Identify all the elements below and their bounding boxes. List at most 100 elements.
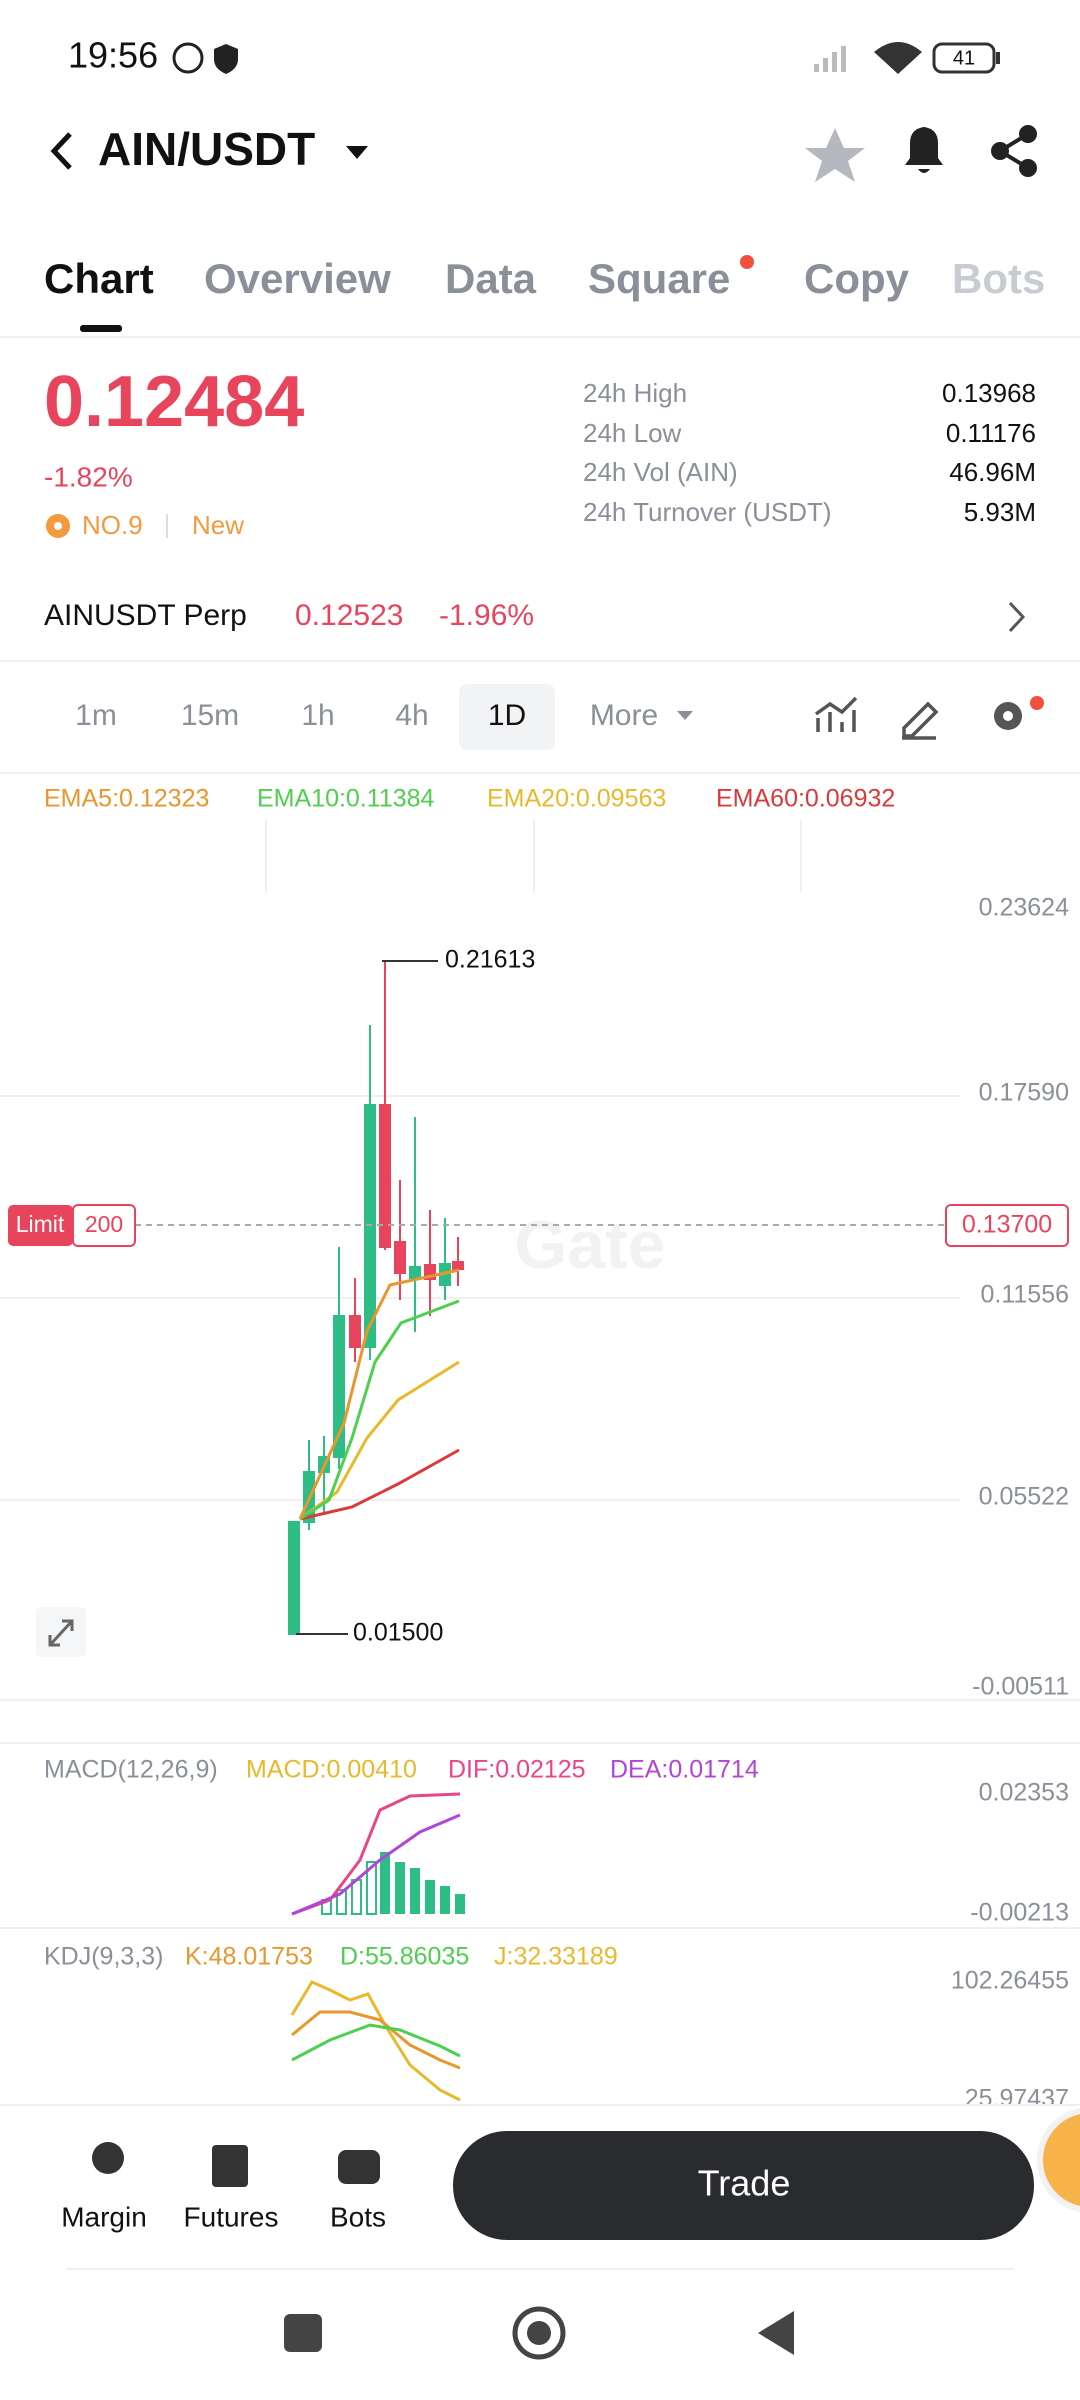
tab[interactable]: Copy [804,255,910,302]
pair-title[interactable]: AIN/USDT [98,123,315,175]
shield-icon [214,44,238,74]
stat-value: 5.93M [964,497,1036,527]
macd-item: DIF:0.02125 [448,1756,586,1784]
perp-arrow[interactable] [1008,601,1026,633]
trade-button[interactable] [453,2131,1034,2240]
limit-quantity-box[interactable] [72,1204,136,1247]
stat-value: 0.11176 [946,418,1036,448]
limit-label[interactable]: Limit [16,1211,65,1237]
nav-label[interactable]: Margin [61,2201,147,2232]
whatsapp-icon [172,42,204,74]
stat-label: 24h High [583,378,687,408]
home-button[interactable] [512,2306,566,2360]
macd-item: DEA:0.01714 [610,1756,759,1784]
more-dropdown[interactable] [677,711,693,720]
limit-badge[interactable] [8,1205,73,1246]
pair-dropdown[interactable] [346,146,368,159]
tab[interactable]: Overview [204,255,391,302]
futures-icon[interactable] [212,2145,248,2187]
perp-change[interactable]: -1.96% [439,599,534,632]
tab-indicator [80,325,122,332]
ema-label: EMA60:0.06932 [716,785,895,813]
last-price: 0.12484 [44,362,304,442]
battery-tip [996,52,1000,64]
stat-label: 24h Vol (AIN) [583,457,738,487]
interval[interactable]: 1D [488,699,526,732]
price-axis-label: 0.11556 [980,1281,1069,1309]
ema-label: EMA20:0.09563 [487,785,666,813]
indicator-button[interactable] [814,696,858,732]
macd-axis-label: 0.02353 [979,1779,1069,1807]
divider [0,1927,1080,1929]
interval[interactable]: 4h [395,699,428,732]
stat-label: 24h Turnover (USDT) [583,497,832,527]
divider [0,336,1080,338]
favorite-button[interactable] [805,128,865,182]
divider [0,2104,1080,2106]
battery-level: 41 [953,47,975,69]
kdj-axis-label: 102.26455 [951,1967,1069,1995]
limit-quantity[interactable]: 200 [85,1211,123,1237]
stat-value: 0.13968 [942,378,1036,408]
wifi-icon [874,42,922,74]
high-annotation: 0.21613 [445,946,535,974]
rank: NO.9 [82,510,143,540]
j-line [290,1980,461,2102]
new-tag: New [192,510,244,540]
ema-label: EMA5:0.12323 [44,785,209,813]
tab[interactable]: Data [445,255,537,302]
price-axis-label: 0.17590 [979,1079,1069,1107]
price-axis-label: 0.05522 [979,1483,1069,1511]
interval[interactable]: 1h [301,699,334,732]
macd-axis-label: -0.00213 [970,1899,1069,1927]
alert-button[interactable] [905,127,943,173]
draw-button[interactable] [902,701,939,740]
kdj-item: K:48.01753 [185,1943,313,1971]
dea-line [291,1813,461,1916]
kdj-item: D:55.86035 [340,1943,469,1971]
price-axis-label: -0.00511 [972,1673,1069,1701]
status-time: 19:56 [68,35,158,76]
recents-button[interactable] [284,2314,322,2352]
divider [0,1742,1080,1744]
share-button[interactable] [991,125,1037,177]
low-annotation: 0.01500 [353,1619,443,1647]
macd-title: MACD(12,26,9) [44,1756,218,1784]
separator [166,514,168,538]
back-nav-button[interactable] [758,2311,794,2355]
nav-label[interactable]: Bots [330,2201,386,2232]
interval-selected-bg [459,684,555,750]
nav-label[interactable]: Futures [184,2201,279,2232]
ema-label: EMA10:0.11384 [257,785,435,813]
floating-button[interactable] [1037,2107,1080,2213]
tab[interactable]: Bots [952,255,1045,302]
perp-price[interactable]: 0.12523 [295,599,403,632]
bots-icon[interactable] [338,2150,380,2184]
tab[interactable]: Chart [44,255,154,302]
perp-name[interactable]: AINUSDT Perp [44,599,247,632]
price-axis-label: 0.23624 [979,894,1069,922]
settings-hole [1003,711,1013,721]
interval[interactable]: 15m [181,699,239,732]
kdj-title: KDJ(9,3,3) [44,1943,163,1971]
watermark: Gate [514,1207,665,1283]
stat-value: 46.96M [949,457,1036,487]
kdj-item: J:32.33189 [494,1943,618,1971]
rank-icon-dot [54,522,62,530]
trade-label[interactable]: Trade [698,2163,791,2204]
margin-icon[interactable] [92,2142,124,2174]
back-button[interactable] [50,132,72,170]
interval[interactable]: 1m [75,699,117,732]
limit-price: 0.13700 [962,1211,1052,1239]
tab[interactable]: Square [588,255,730,302]
d-line [291,2023,461,2062]
notification-dot [1030,696,1044,710]
interval[interactable]: More [590,699,658,732]
divider [0,660,1080,662]
ema-lines [298,1268,460,1521]
stat-label: 24h Low [583,418,682,448]
limit-price-box [945,1204,1069,1247]
macd-histogram [321,1852,465,1915]
